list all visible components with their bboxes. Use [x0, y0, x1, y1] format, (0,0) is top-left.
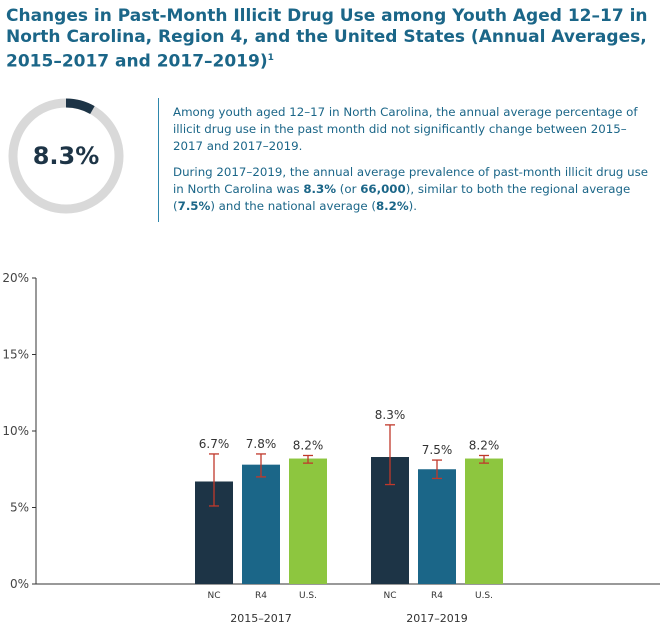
ring-fill: [65, 98, 95, 115]
bar: [242, 464, 280, 584]
stat-ring: 8.3%: [6, 96, 126, 216]
divider: [158, 98, 159, 222]
summary-paragraph-1: Among youth aged 12–17 in North Carolina…: [173, 105, 638, 153]
nc-count: 66,000: [360, 182, 406, 196]
data-label: 7.5%: [422, 443, 453, 457]
y-tick-label: 20%: [2, 271, 29, 285]
data-label: 8.2%: [469, 438, 500, 452]
category-label: R4: [255, 591, 267, 601]
group-label: 2017–2019: [406, 612, 468, 625]
bar: [289, 458, 327, 584]
region-value: 7.5%: [177, 199, 211, 213]
summary-paragraph-2: During 2017–2019, the annual average pre…: [173, 165, 649, 213]
y-tick-label: 15%: [2, 348, 29, 362]
y-tick-label: 10%: [2, 424, 29, 438]
bar: [465, 458, 503, 584]
national-value: 8.2%: [375, 199, 409, 213]
category-label: NC: [207, 591, 220, 601]
chart-title: Changes in Past-Month Illicit Drug Use a…: [6, 6, 648, 72]
bar: [418, 469, 456, 584]
y-tick-label: 0%: [10, 577, 29, 591]
stat-value: 8.3%: [32, 142, 100, 170]
category-label: U.S.: [299, 591, 317, 601]
summary-text: Among youth aged 12–17 in North Carolina…: [173, 104, 653, 224]
donut-ring: [8, 98, 124, 214]
data-label: 8.2%: [293, 438, 324, 452]
footnote-marker: 1: [267, 53, 274, 63]
category-label: NC: [383, 591, 396, 601]
y-tick-label: 5%: [10, 501, 29, 515]
category-label: R4: [431, 591, 443, 601]
nc-value: 8.3%: [303, 182, 337, 196]
category-label: U.S.: [475, 591, 493, 601]
bar-chart: 0% 5% 10% 15% 20% 6.7% NC 7.8% R4 8.2% U.S. 2015–20…: [2, 271, 660, 625]
data-label: 8.3%: [375, 408, 406, 422]
data-label: 7.8%: [246, 437, 277, 451]
group-label: 2015–2017: [230, 612, 292, 625]
data-label: 6.7%: [199, 437, 230, 451]
